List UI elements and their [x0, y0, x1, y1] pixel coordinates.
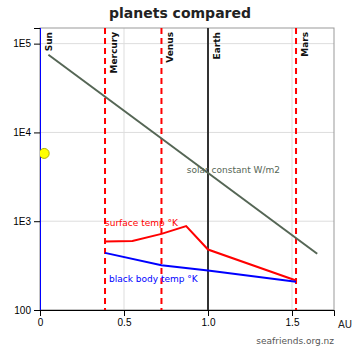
vertical-line-label: Venus — [165, 32, 175, 63]
vertical-line-label: Sun — [44, 32, 54, 51]
vertical-line-label: Mercury — [109, 32, 119, 74]
x-tick-mark — [124, 310, 125, 316]
y-tick-mark — [34, 132, 40, 133]
y-axis: 100 1E3 1E4 1E5 — [13, 29, 40, 316]
vertical-line-label: Earth — [212, 32, 222, 59]
x-axis-line — [41, 311, 335, 317]
series-label: black body temp °K — [109, 274, 199, 284]
plot-frame — [40, 28, 334, 310]
grid-line-y — [40, 132, 334, 133]
series-label: solar constant W/m2 — [187, 165, 280, 175]
grid-line-x — [292, 28, 293, 310]
grid-line-x — [124, 28, 125, 310]
x-axis: 0 0.5 1.0 1.5 — [38, 310, 335, 328]
y-tick: 1E5 — [13, 38, 40, 49]
grid-line-y — [40, 221, 334, 222]
labels: solar constant W/m2 surface temp °K black … — [44, 32, 310, 285]
vertical-line — [104, 28, 106, 310]
y-tick-label: 1E3 — [13, 216, 31, 227]
x-tick-mark — [208, 310, 209, 316]
x-tick-label: 0 — [38, 317, 44, 328]
y-tick-label: 1E5 — [13, 38, 31, 49]
line — [105, 226, 296, 280]
line — [48, 55, 317, 254]
x-tick-mark — [292, 310, 293, 316]
y-tick-mark — [34, 310, 40, 311]
grid — [40, 28, 334, 310]
vertical-line — [40, 28, 41, 310]
vertical-line — [160, 28, 162, 310]
y-tick-label: 100 — [14, 305, 31, 316]
y-axis-line — [34, 29, 41, 311]
y-tick: 1E4 — [13, 127, 40, 138]
y-tick-label: 1E4 — [13, 127, 31, 138]
grid-line-y — [40, 43, 334, 44]
vertical-line — [295, 28, 297, 310]
x-axis-label: AU — [338, 319, 352, 330]
x-tick-label: 1.0 — [202, 317, 216, 328]
y-tick: 1E3 — [13, 216, 40, 227]
x-tick: 1.0 — [202, 310, 216, 328]
vertical-line-label: Mars — [300, 32, 310, 57]
point — [40, 148, 49, 158]
plot: 0 0.5 1.0 1.5 100 1E3 1E4 1E5 AU solar constant W… — [13, 28, 352, 346]
x-tick: 0.5 — [118, 310, 132, 328]
marks — [40, 28, 317, 310]
chart: planets compared 0 0.5 1.0 1.5 100 1E3 1E4 1E5 AU… — [0, 0, 360, 350]
x-tick: 0 — [38, 310, 44, 328]
annotation: seafriends.org.nz — [256, 336, 334, 346]
title: planets compared — [109, 5, 251, 21]
x-tick-label: 0.5 — [118, 317, 132, 328]
y-tick-mark — [34, 44, 40, 45]
x-tick: 1.5 — [286, 310, 300, 328]
series-label: surface temp °K — [105, 218, 179, 228]
y-tick: 100 — [14, 305, 40, 316]
y-tick-mark — [34, 221, 40, 222]
x-tick-label: 1.5 — [286, 317, 300, 328]
